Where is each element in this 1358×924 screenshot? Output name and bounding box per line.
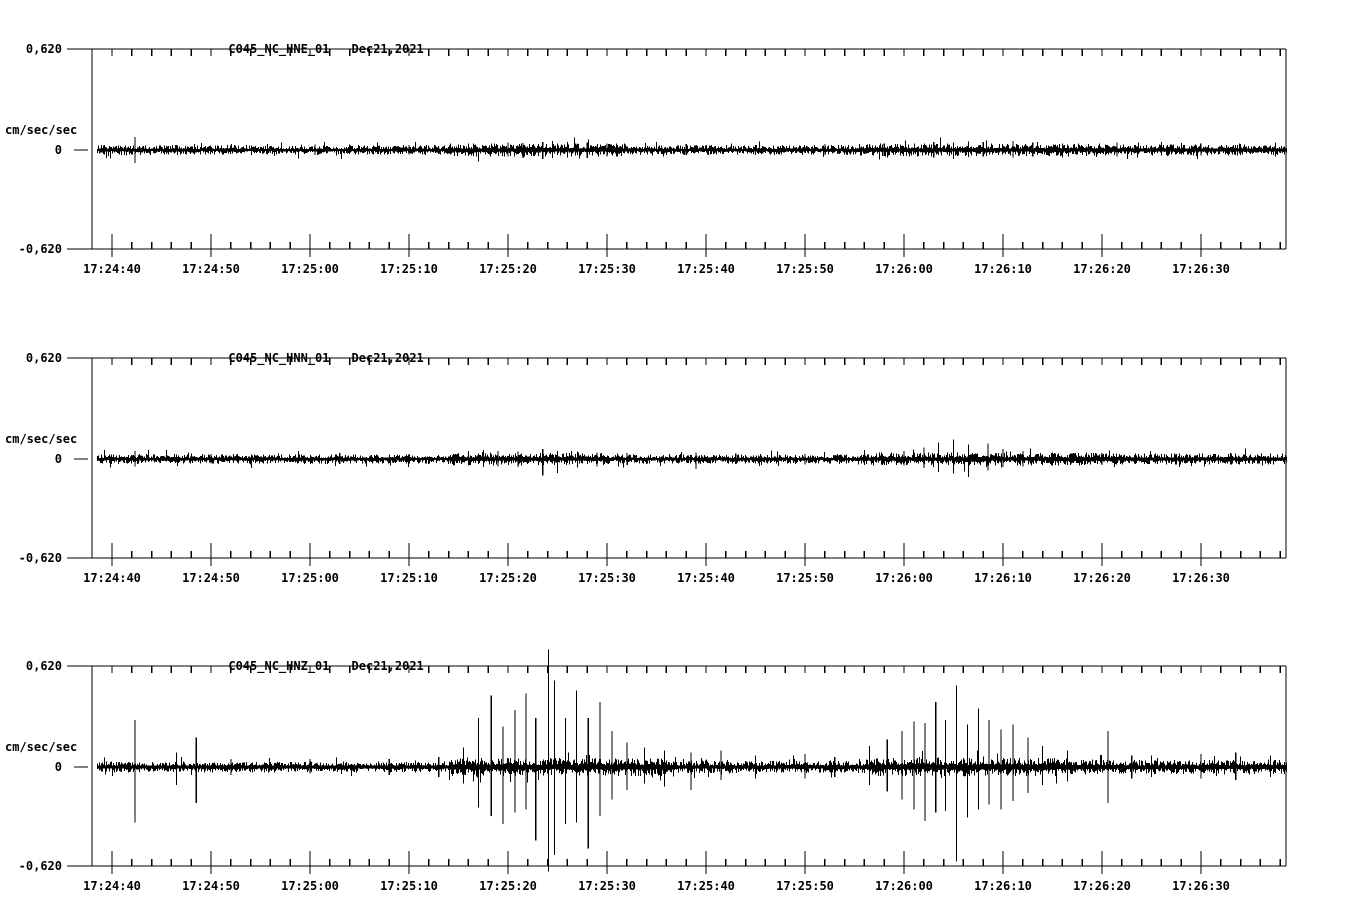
y-axis-unit-label: cm/sec/sec (5, 432, 78, 446)
x-axis-time-label: 17:24:50 (182, 879, 240, 893)
y-axis-unit-label: cm/sec/sec (5, 123, 78, 137)
x-axis-time-label: 17:25:00 (281, 571, 339, 585)
x-axis-time-label: 17:25:50 (776, 571, 834, 585)
x-axis-time-label: 17:24:40 (83, 262, 141, 276)
x-axis-time-label: 17:26:30 (1172, 262, 1230, 276)
x-axis-time-label: 17:26:30 (1172, 571, 1230, 585)
x-axis-time-label: 17:25:30 (578, 879, 636, 893)
y-axis-unit-label: cm/sec/sec (5, 740, 78, 754)
x-axis-time-label: 17:25:50 (776, 879, 834, 893)
x-axis-time-label: 17:26:10 (974, 262, 1032, 276)
y-axis-max-label: 0,620 (25, 659, 62, 673)
seismogram-panel: C045_NC_HNZ_01 Dec21,2021 0,620 cm/sec/se… (0, 636, 1358, 924)
x-axis-time-label: 17:25:40 (677, 262, 735, 276)
x-axis-time-label: 17:25:10 (380, 571, 438, 585)
trace-plot-svg (67, 48, 1288, 257)
x-axis-time-label: 17:25:00 (281, 262, 339, 276)
waveform-event-spikes (134, 439, 1271, 477)
x-axis-time-label: 17:25:20 (479, 879, 537, 893)
x-axis-time-label: 17:26:00 (875, 879, 933, 893)
x-axis-time-label: 17:26:30 (1172, 879, 1230, 893)
seismogram-panel: C045_NC_HNN_01 Dec21,2021 0,620 cm/sec/se… (0, 328, 1358, 628)
y-axis-max-label: 0,620 (25, 351, 62, 365)
y-axis-min-label: -0,620 (18, 859, 62, 873)
x-axis-time-label: 17:25:40 (677, 571, 735, 585)
y-axis-zero-label: 0 (54, 143, 62, 157)
waveform-noise-band (96, 137, 1288, 162)
axis-frame-and-ticks (67, 665, 1287, 874)
x-axis-time-label: 17:26:20 (1073, 879, 1131, 893)
x-axis-time-label: 17:24:40 (83, 879, 141, 893)
x-axis-time-label: 17:25:30 (578, 571, 636, 585)
y-axis-min-label: -0,620 (18, 242, 62, 256)
x-axis-time-label: 17:25:30 (578, 262, 636, 276)
seismogram-panel: C045_NC_HNE_01 Dec21,2021 0,620 cm/sec/se… (0, 19, 1358, 319)
x-axis-time-label: 17:25:10 (380, 879, 438, 893)
axis-frame-and-ticks (67, 357, 1287, 566)
waveform-noise-band (96, 448, 1288, 472)
x-axis-time-label: 17:26:20 (1073, 571, 1131, 585)
waveform-event-spikes (134, 649, 1271, 872)
x-axis-time-label: 17:25:40 (677, 879, 735, 893)
x-axis-time-label: 17:26:10 (974, 879, 1032, 893)
x-axis-time-label: 17:25:50 (776, 262, 834, 276)
y-axis-min-label: -0,620 (18, 551, 62, 565)
x-axis-time-label: 17:26:00 (875, 571, 933, 585)
x-axis-time-label: 17:25:10 (380, 262, 438, 276)
trace-plot-svg (67, 649, 1288, 874)
axis-frame-and-ticks (67, 48, 1287, 257)
y-axis-zero-label: 0 (54, 760, 62, 774)
waveform-event-spikes (134, 137, 1276, 163)
x-axis-time-label: 17:25:00 (281, 879, 339, 893)
y-axis-max-label: 0,620 (25, 42, 62, 56)
x-axis-time-label: 17:26:20 (1073, 262, 1131, 276)
waveform-noise-band (96, 750, 1288, 785)
x-axis-time-label: 17:25:20 (479, 262, 537, 276)
x-axis-time-label: 17:24:50 (182, 262, 240, 276)
trace-plot-svg (67, 357, 1288, 566)
x-axis-time-label: 17:26:00 (875, 262, 933, 276)
x-axis-time-label: 17:25:20 (479, 571, 537, 585)
x-axis-time-label: 17:26:10 (974, 571, 1032, 585)
x-axis-time-label: 17:24:50 (182, 571, 240, 585)
y-axis-zero-label: 0 (54, 452, 62, 466)
x-axis-time-label: 17:24:40 (83, 571, 141, 585)
